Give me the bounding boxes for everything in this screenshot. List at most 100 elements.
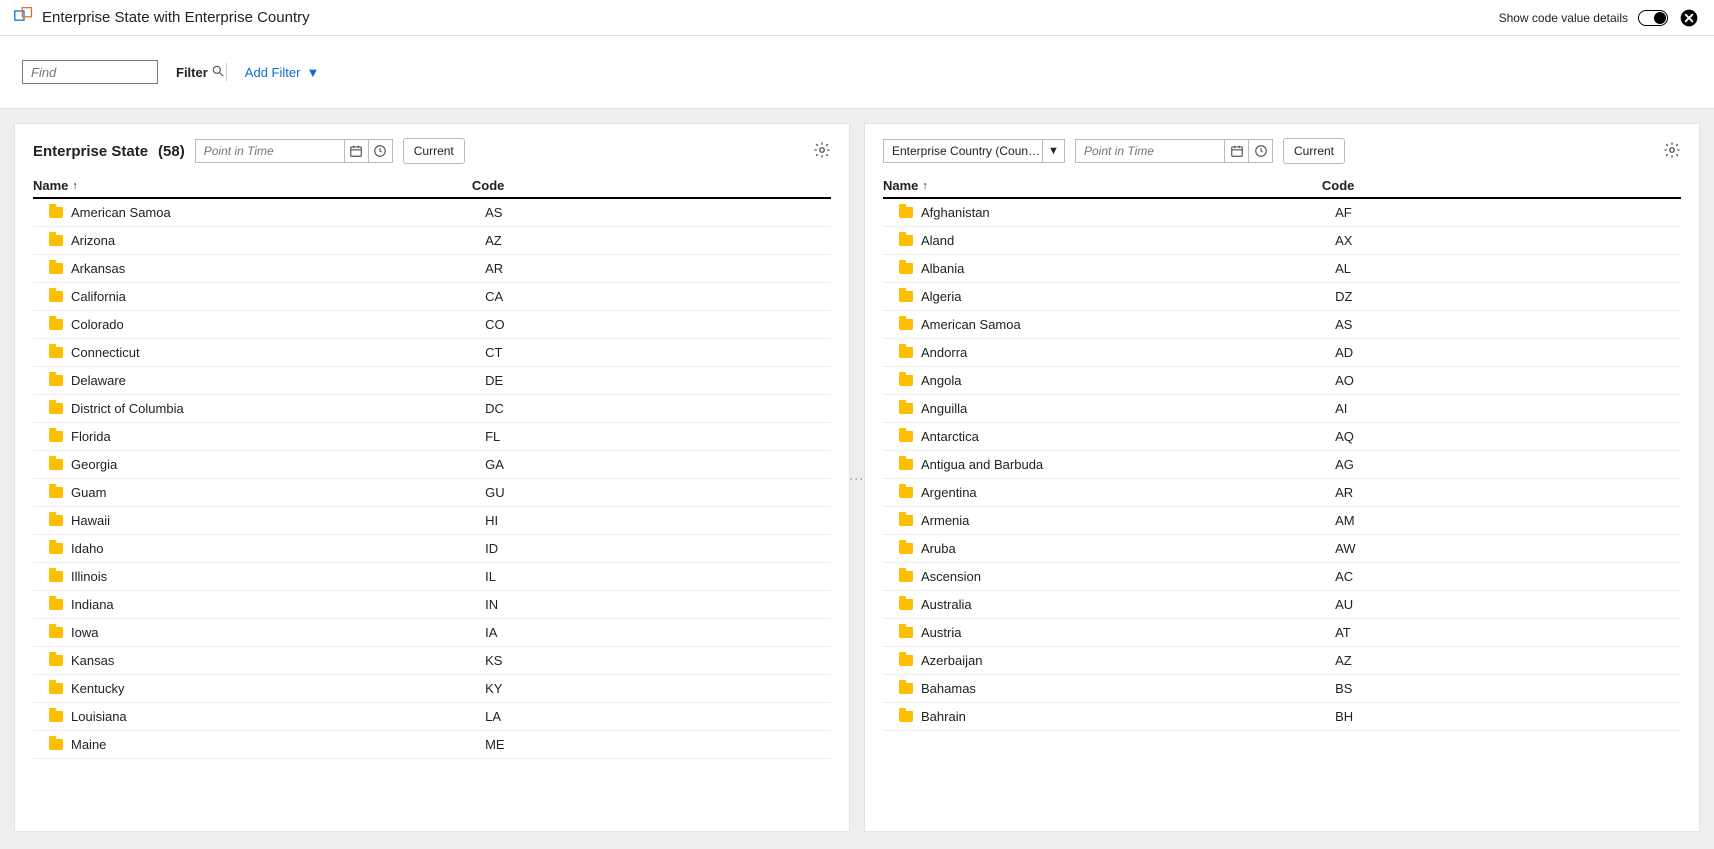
table-row[interactable]: DelawareDE [33, 367, 831, 395]
split-handle[interactable]: ⋮ [849, 472, 865, 484]
table-row[interactable]: ColoradoCO [33, 311, 831, 339]
row-name: Ascension [921, 569, 1335, 584]
table-row[interactable]: AustriaAT [883, 619, 1681, 647]
table-row[interactable]: BahrainBH [883, 703, 1681, 731]
row-code: AM [1335, 513, 1681, 528]
row-name: Aruba [921, 541, 1335, 556]
table-row[interactable]: IowaIA [33, 619, 831, 647]
current-button-left[interactable]: Current [403, 138, 465, 164]
folder-icon [49, 683, 63, 694]
row-name: Arizona [71, 233, 485, 248]
gear-icon-left[interactable] [813, 141, 831, 162]
pit-input-left[interactable] [202, 143, 363, 159]
row-name: Delaware [71, 373, 485, 388]
state-table-body[interactable]: American SamoaASArizonaAZArkansasARCalif… [33, 199, 831, 817]
col-code-header-right[interactable]: Code [1322, 178, 1681, 193]
state-table: Name ↑ Code American SamoaASArizonaAZArk… [15, 172, 849, 831]
table-row[interactable]: AngolaAO [883, 367, 1681, 395]
folder-icon [49, 347, 63, 358]
row-name: Florida [71, 429, 485, 444]
dropdown-caret-icon[interactable]: ▼ [1043, 139, 1065, 163]
table-row[interactable]: ArgentinaAR [883, 479, 1681, 507]
table-row[interactable]: GuamGU [33, 479, 831, 507]
clock-icon[interactable] [369, 139, 393, 163]
panel-state-toolbar: Enterprise State (58) Current [15, 124, 849, 172]
table-row[interactable]: AzerbaijanAZ [883, 647, 1681, 675]
col-name-header-right[interactable]: Name ↑ [883, 178, 1322, 193]
current-button-right[interactable]: Current [1283, 138, 1345, 164]
table-row[interactable]: IndianaIN [33, 591, 831, 619]
row-code: AW [1335, 541, 1681, 556]
point-in-time-input-left[interactable] [195, 139, 345, 163]
table-row[interactable]: KentuckyKY [33, 675, 831, 703]
row-code: LA [485, 709, 831, 724]
table-row[interactable]: LouisianaLA [33, 703, 831, 731]
table-row[interactable]: IllinoisIL [33, 563, 831, 591]
table-row[interactable]: IdahoID [33, 535, 831, 563]
row-code: AR [485, 261, 831, 276]
country-table-body[interactable]: AfghanistanAFAlandAXAlbaniaALAlgeriaDZAm… [883, 199, 1681, 817]
search-icon[interactable] [211, 64, 225, 81]
row-name: Antigua and Barbuda [921, 457, 1335, 472]
folder-icon [899, 403, 913, 414]
table-row[interactable]: American SamoaAS [33, 199, 831, 227]
show-details-toggle[interactable] [1638, 10, 1668, 26]
table-row[interactable]: ArkansasAR [33, 255, 831, 283]
table-row[interactable]: ArubaAW [883, 535, 1681, 563]
col-name-header[interactable]: Name ↑ [33, 178, 472, 193]
folder-icon [899, 235, 913, 246]
table-row[interactable]: FloridaFL [33, 423, 831, 451]
table-row[interactable]: AfghanistanAF [883, 199, 1681, 227]
folder-icon [899, 487, 913, 498]
table-row[interactable]: AntarcticaAQ [883, 423, 1681, 451]
folder-icon [49, 655, 63, 666]
row-code: AS [1335, 317, 1681, 332]
table-row[interactable]: Antigua and BarbudaAG [883, 451, 1681, 479]
gear-icon-right[interactable] [1663, 141, 1681, 162]
add-filter-button[interactable]: Add Filter ▼ [245, 65, 320, 80]
table-row[interactable]: GeorgiaGA [33, 451, 831, 479]
find-input-wrapper[interactable] [22, 60, 158, 84]
table-row[interactable]: District of ColumbiaDC [33, 395, 831, 423]
table-row[interactable]: AlandAX [883, 227, 1681, 255]
panel-state: Enterprise State (58) Current [14, 123, 850, 832]
folder-icon [899, 599, 913, 610]
table-row[interactable]: KansasKS [33, 647, 831, 675]
col-code-header[interactable]: Code [472, 178, 831, 193]
row-name: Algeria [921, 289, 1335, 304]
table-row[interactable]: AlbaniaAL [883, 255, 1681, 283]
panel-country-dropdown[interactable]: Enterprise Country (Coun… [883, 139, 1043, 163]
table-row[interactable]: ConnecticutCT [33, 339, 831, 367]
clock-icon-right[interactable] [1249, 139, 1273, 163]
table-row[interactable]: ArmeniaAM [883, 507, 1681, 535]
app-icon [14, 6, 34, 29]
pit-input-right[interactable] [1082, 143, 1243, 159]
table-row[interactable]: American SamoaAS [883, 311, 1681, 339]
folder-icon [49, 487, 63, 498]
folder-icon [49, 291, 63, 302]
folder-icon [899, 459, 913, 470]
calendar-icon[interactable] [345, 139, 369, 163]
table-row[interactable]: AscensionAC [883, 563, 1681, 591]
calendar-icon-right[interactable] [1225, 139, 1249, 163]
table-row[interactable]: BahamasBS [883, 675, 1681, 703]
filter-label: Filter [176, 65, 208, 80]
close-button[interactable] [1678, 7, 1700, 29]
row-name: American Samoa [71, 205, 485, 220]
table-row[interactable]: CaliforniaCA [33, 283, 831, 311]
point-in-time-input-right[interactable] [1075, 139, 1225, 163]
folder-icon [899, 207, 913, 218]
table-row[interactable]: AlgeriaDZ [883, 283, 1681, 311]
folder-icon [899, 347, 913, 358]
table-row[interactable]: AnguillaAI [883, 395, 1681, 423]
table-row[interactable]: HawaiiHI [33, 507, 831, 535]
table-row[interactable]: MaineME [33, 731, 831, 759]
folder-icon [899, 543, 913, 554]
row-code: AO [1335, 373, 1681, 388]
table-row[interactable]: AndorraAD [883, 339, 1681, 367]
table-row[interactable]: AustraliaAU [883, 591, 1681, 619]
row-code: CO [485, 317, 831, 332]
folder-icon [49, 431, 63, 442]
folder-icon [49, 739, 63, 750]
table-row[interactable]: ArizonaAZ [33, 227, 831, 255]
